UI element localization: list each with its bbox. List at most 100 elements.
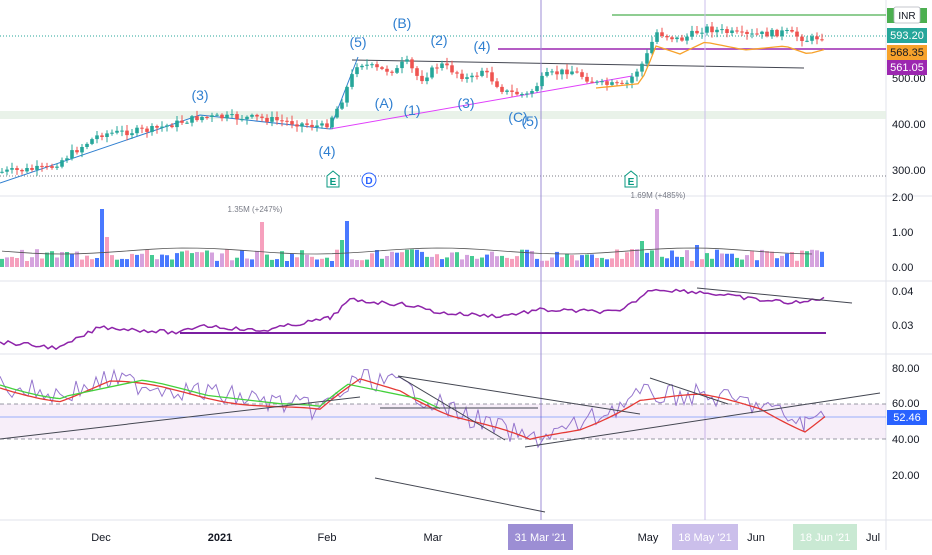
volume-bar (500, 255, 504, 267)
volume-bar (460, 259, 464, 267)
trend-line[interactable] (351, 59, 805, 69)
indicator-trend-line[interactable] (696, 287, 853, 304)
volume-bar (635, 249, 639, 267)
rsi-tick: 80.00 (892, 363, 920, 375)
volume-bar (530, 251, 534, 267)
candle-body (350, 74, 354, 87)
candle-body (45, 166, 49, 167)
volume-bar (250, 259, 254, 267)
rsi-trend-lines[interactable] (0, 375, 881, 513)
volume-bar (85, 255, 89, 267)
volume-bar (35, 249, 39, 267)
volume-bar (815, 250, 819, 267)
candle-body (760, 31, 764, 34)
candle-body (505, 90, 509, 92)
candle-body (585, 76, 589, 82)
volume-bar (745, 255, 749, 267)
rsi-ma-red (0, 378, 826, 440)
candle-body (190, 116, 194, 123)
date-highlight-bg (793, 524, 857, 550)
volume-bar (570, 255, 574, 267)
candle-body (765, 31, 769, 37)
wave-label: (3) (191, 87, 208, 103)
price-label: 568.35 (890, 47, 924, 59)
volume-bar (245, 258, 249, 267)
volume-bar (580, 255, 584, 267)
volume-tick: 1.00 (892, 227, 913, 239)
volume-bar (495, 256, 499, 267)
currency-badge[interactable]: INR (893, 6, 921, 24)
candle-body (210, 115, 214, 117)
volume-bar (485, 254, 489, 267)
candle-body (60, 160, 64, 167)
wave-label: (5) (349, 34, 366, 50)
volume-bar (170, 259, 174, 267)
candle-body (570, 71, 574, 75)
candle-body (150, 126, 154, 132)
candle-body (215, 114, 219, 116)
candle-body (185, 122, 189, 124)
volume-bar (255, 250, 259, 267)
date-highlight-label: 18 May '21 (678, 532, 731, 544)
candle-body (780, 30, 784, 37)
candle-body (820, 39, 824, 41)
candle-body (325, 123, 329, 128)
volume-bar (370, 253, 374, 267)
volume-bar (110, 255, 114, 267)
candle-body (460, 73, 464, 79)
candle-body (730, 30, 734, 33)
candle-body (225, 114, 229, 119)
candle-body (230, 114, 234, 116)
volume-bar (665, 258, 669, 267)
candle-body (620, 82, 624, 84)
candle-body (135, 127, 139, 134)
candle-body (485, 70, 489, 73)
candle-body (320, 123, 324, 126)
indicator-axis-ticks: 0.04 0.03 (892, 286, 913, 332)
volume-annotations: 1.35M (+247%) 1.69M (+485%) (228, 191, 686, 214)
volume-bar (655, 209, 659, 267)
time-axis-label: Feb (318, 532, 337, 544)
indicator-tick: 0.03 (892, 320, 913, 332)
volume-bar (355, 260, 359, 267)
volume-bar (345, 221, 349, 267)
candles[interactable] (0, 22, 824, 176)
volume-bar (425, 256, 429, 267)
volume-annotation: 1.35M (+247%) (228, 205, 283, 214)
volume-bar (645, 252, 649, 267)
candle-body (290, 121, 294, 125)
volume-bar (805, 251, 809, 267)
volume-bar (385, 256, 389, 267)
volume-bar (640, 241, 644, 267)
candle-body (425, 77, 429, 82)
volume-bar (770, 251, 774, 267)
candle-body (600, 81, 604, 83)
volume-bar (325, 257, 329, 267)
volume-bar (275, 259, 279, 267)
volume-bar (400, 252, 404, 267)
volume-bar (660, 256, 664, 267)
wave-label: (3) (457, 95, 474, 111)
candle-body (110, 132, 114, 134)
price-axis-ticks: 500.00 400.00 300.00 (892, 73, 926, 177)
candle-body (165, 125, 169, 127)
candle-body (670, 37, 674, 40)
candle-body (270, 117, 274, 122)
wave-line[interactable] (0, 56, 359, 184)
candle-body (515, 91, 519, 95)
pink-trend-line[interactable] (329, 75, 633, 130)
candle-body (475, 75, 479, 77)
dividend-marker-label: D (365, 176, 372, 187)
volume-bar (600, 257, 604, 267)
candle-body (70, 150, 74, 159)
candle-body (815, 36, 819, 40)
volume-bar (535, 258, 539, 267)
candle-body (15, 168, 19, 170)
volume-bar (415, 249, 419, 267)
volume-bar (550, 257, 554, 267)
candle-body (405, 59, 409, 62)
candle-body (420, 75, 424, 82)
